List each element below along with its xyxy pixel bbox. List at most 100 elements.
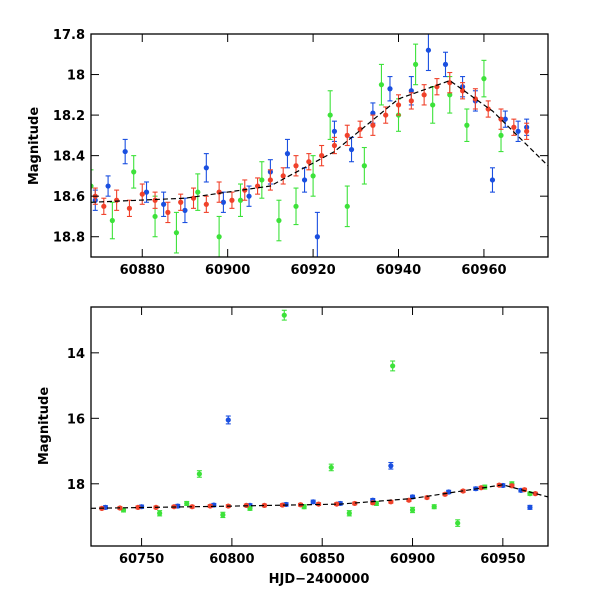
bottom-x-tick-label: 60950	[480, 552, 525, 567]
top-red-point	[126, 199, 133, 218]
top-y-tick-label: 18.2	[53, 109, 85, 124]
top-red-point	[383, 106, 389, 124]
top-green-point	[237, 183, 244, 218]
bottom-green-point	[431, 504, 437, 510]
top-blue-point	[425, 34, 432, 72]
top-red-point	[101, 197, 107, 215]
bottom-green-point	[390, 360, 396, 372]
bottom-green-point	[184, 500, 190, 507]
top-blue-point	[161, 191, 167, 218]
top-blue-point	[143, 181, 150, 203]
top-green-point	[259, 161, 265, 199]
top-light-curve-panel: 60880 60900 60920 60940 60960 17.8 18 18.2 18.4 1…	[27, 28, 549, 278]
bottom-y-tick-label: 14	[67, 347, 85, 362]
top-blue-point	[387, 76, 393, 102]
top-y-tick-label: 18	[67, 69, 85, 84]
top-x-tick-label: 60880	[120, 263, 165, 278]
bottom-red-point	[478, 485, 484, 491]
top-y-tick-label: 18.8	[53, 231, 85, 246]
top-red-point	[165, 201, 171, 224]
top-green-point	[481, 59, 487, 98]
top-trend-curve	[91, 79, 548, 203]
top-green-point	[173, 211, 180, 254]
top-red-point	[190, 187, 197, 209]
top-x-tick-label: 60900	[205, 263, 250, 278]
top-green-point	[276, 199, 282, 242]
top-blue-point	[489, 167, 496, 193]
bottom-y-tick-label: 18	[67, 478, 85, 493]
top-red-point	[370, 114, 376, 136]
top-blue-point	[122, 138, 128, 165]
top-green-point	[430, 86, 436, 124]
top-red-point	[203, 195, 209, 213]
top-red-point	[447, 71, 453, 94]
top-red-point	[472, 88, 478, 110]
bottom-y-axis-label: Magnitude	[37, 387, 52, 466]
top-red-point	[152, 191, 158, 209]
bottom-red-point	[334, 501, 340, 507]
top-blue-point	[284, 138, 291, 169]
top-red-point	[306, 153, 312, 171]
top-blue-point	[301, 167, 308, 193]
top-red-point	[395, 94, 402, 116]
bottom-x-tick-label: 60850	[300, 552, 345, 567]
top-blue-point	[203, 153, 209, 183]
bottom-blue-point	[310, 499, 316, 505]
top-green-point	[109, 201, 115, 240]
bottom-red-point	[261, 502, 268, 509]
top-red-point	[344, 124, 350, 147]
top-red-point	[178, 193, 184, 211]
bottom-x-tick-label: 60900	[390, 552, 435, 567]
top-red-point	[357, 120, 363, 138]
bottom-red-point	[207, 503, 213, 509]
bottom-blue-point	[527, 504, 533, 510]
bottom-plot-frame	[90, 306, 549, 547]
bottom-trend-curve	[91, 484, 548, 509]
bottom-green-point	[196, 470, 202, 478]
bottom-x-tick-label: 60800	[209, 552, 254, 567]
bottom-green-point	[157, 510, 163, 517]
top-y-axis-label: Magnitude	[27, 107, 42, 186]
bottom-blue-point	[225, 415, 231, 425]
top-axis-ticks: 60880 60900 60920 60940 60960 17.8 18 18.2 18.4 1…	[53, 28, 548, 278]
bottom-green-point	[220, 511, 226, 519]
top-green-point	[464, 108, 470, 142]
top-red-point	[267, 169, 273, 191]
bottom-x-tick-label: 60750	[119, 552, 164, 567]
bottom-red-point	[189, 504, 195, 510]
top-red-point	[331, 136, 338, 155]
top-red-point	[498, 108, 504, 130]
top-plot-area	[91, 34, 548, 257]
bottom-green-point	[281, 309, 287, 321]
bottom-axis-ticks: 60750 60800 60850 60900 60950 14 16 18	[67, 307, 548, 567]
bottom-plot-area	[91, 309, 548, 527]
bottom-blue-point	[102, 504, 109, 510]
top-green-point	[195, 173, 201, 211]
top-green-point	[378, 63, 385, 106]
top-y-tick-label: 17.8	[53, 28, 85, 43]
top-blue-point	[182, 197, 188, 224]
top-red-point	[280, 167, 286, 185]
top-green-point	[344, 185, 350, 228]
top-blue-point	[515, 120, 521, 142]
top-green-point	[412, 43, 419, 86]
bottom-blue-point	[388, 461, 394, 470]
top-red-point	[229, 191, 235, 209]
top-blue-point	[502, 110, 508, 128]
bottom-red-point	[279, 502, 286, 508]
top-green-point	[327, 90, 333, 140]
top-red-point	[485, 100, 491, 118]
top-red-point	[408, 92, 414, 110]
top-blue-point	[220, 191, 227, 213]
top-blue-point	[348, 136, 355, 163]
bottom-light-curve-panel: 60750 60800 60850 60900 60950 14 16 18 Magnitud…	[37, 306, 549, 587]
top-red-point	[434, 78, 440, 96]
top-red-point	[139, 183, 145, 205]
top-x-tick-label: 60960	[461, 263, 506, 278]
bottom-green-point	[328, 463, 334, 472]
top-green-point	[216, 215, 222, 257]
top-y-tick-label: 18.6	[53, 190, 85, 205]
bottom-green-point	[455, 519, 461, 527]
top-blue-point	[105, 175, 111, 197]
